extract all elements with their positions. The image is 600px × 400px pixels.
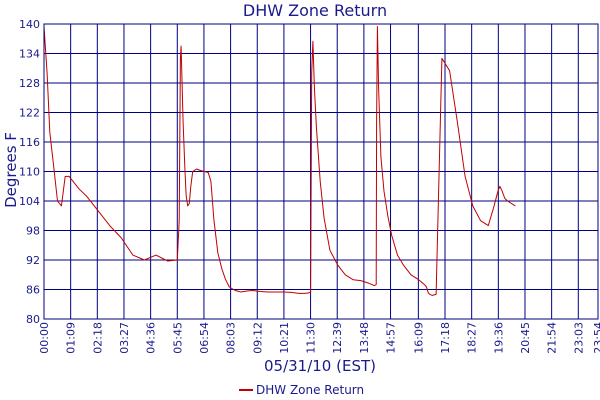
x-tick-label: 05:45: [171, 322, 184, 354]
x-tick-label: 00:00: [38, 322, 51, 354]
legend-swatch: [239, 389, 253, 391]
x-tick-label: 21:54: [546, 322, 559, 354]
plot-area-border: [43, 23, 599, 320]
x-tick-label: 18:27: [466, 322, 479, 354]
series-layer: [43, 26, 516, 296]
y-tick-label: 122: [19, 107, 40, 120]
x-tick-label: 06:54: [198, 322, 211, 354]
x-tick-label: 20:45: [519, 322, 532, 354]
x-tick-label: 04:36: [145, 322, 158, 354]
x-tick-label: 12:39: [331, 322, 344, 354]
x-tick-label: 03:27: [118, 322, 131, 354]
y-tick-label: 80: [26, 313, 40, 326]
y-axis-label: Degrees F: [2, 132, 20, 208]
x-tick-label: 17:18: [439, 322, 452, 354]
legend-label: DHW Zone Return: [256, 383, 365, 397]
x-tick-label: 14:57: [385, 322, 398, 354]
x-tick-label: 23:54: [592, 322, 600, 354]
y-tick-label: 116: [19, 136, 40, 149]
x-tick-label: 13:48: [358, 322, 371, 354]
x-tick-label: 08:03: [225, 322, 238, 354]
x-tick-label: 10:21: [278, 322, 291, 354]
y-tick-label: 104: [19, 195, 40, 208]
y-tick-label: 140: [19, 18, 40, 31]
x-tick-label: 23:03: [572, 322, 585, 354]
x-tick-label: 01:09: [65, 322, 78, 354]
y-tick-label: 92: [26, 254, 40, 267]
y-tick-labels: 80 86 92 98 104 110 116 122 128 134 140: [19, 18, 40, 326]
x-tick-labels: 00:00 01:09 02:18 03:27 04:36 05:45 06:54 08:03…: [38, 322, 600, 354]
y-tick-label: 86: [26, 284, 40, 297]
x-tick-label: 19:36: [492, 322, 505, 354]
y-tick-label: 98: [26, 225, 40, 238]
x-tick-label: 09:12: [251, 322, 264, 354]
x-tick-label: 16:09: [412, 322, 425, 354]
y-tick-label: 128: [19, 77, 40, 90]
legend: DHW Zone Return: [239, 382, 364, 398]
y-tick-label: 134: [19, 48, 40, 61]
series-line-dhw-zone-return: [43, 26, 516, 296]
x-tick-label: 02:18: [91, 322, 104, 354]
x-tick-label: 11:30: [305, 322, 318, 354]
y-tick-label: 110: [19, 166, 40, 179]
x-axis-label: 05/31/10 (EST): [264, 357, 376, 375]
grid: [43, 23, 599, 320]
chart-title: DHW Zone Return: [243, 1, 387, 20]
